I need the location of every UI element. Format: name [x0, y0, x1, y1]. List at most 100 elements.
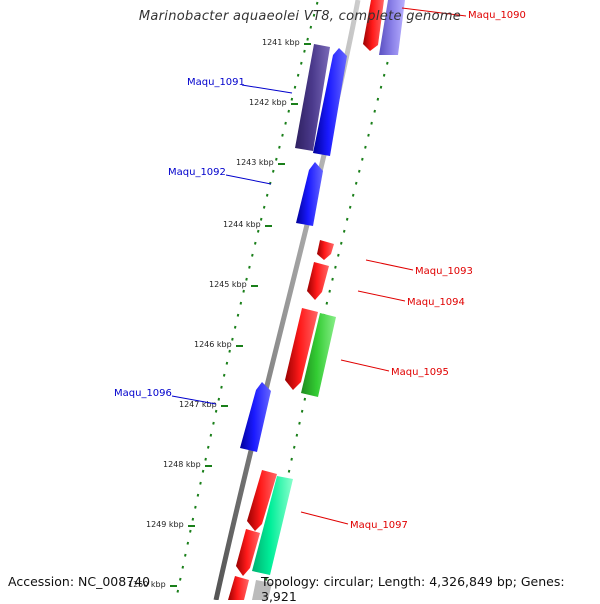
map-title: Marinobacter aquaeolei VT8, complete gen…	[138, 9, 462, 24]
ruler-major-ticks	[170, 43, 311, 587]
outer-tick-mark	[265, 577, 268, 581]
ruler-tick-mark	[309, 25, 313, 29]
ruler-tick-mark	[181, 565, 185, 569]
label-maqu-1097[interactable]: Maqu_1097	[350, 520, 408, 531]
ruler-tick-mark	[262, 205, 266, 209]
ruler-label-1250: 1250 kbp	[128, 580, 166, 589]
outer-tick-mark	[354, 181, 358, 185]
ruler-tick-mark	[254, 241, 257, 245]
gene-maqu-1097-gray[interactable]	[252, 580, 272, 600]
ruler-tick-mark	[186, 541, 190, 545]
outer-tick-mark	[351, 193, 355, 197]
ruler-tick-mark	[214, 409, 218, 413]
ruler-tick-mark	[184, 553, 187, 557]
ruler-tick-mark	[225, 361, 229, 365]
gene-maqu-1095[interactable]	[301, 313, 336, 397]
label-maqu-1092[interactable]: Maqu_1092	[168, 167, 226, 178]
gene-maqu-1097-red-b[interactable]	[236, 529, 260, 576]
ruler-tick-mark	[231, 337, 234, 341]
ruler-tick-mark	[222, 373, 226, 377]
ruler-tick-mark	[220, 385, 223, 389]
gene-maqu-1097[interactable]	[252, 476, 293, 575]
ruler-tick-mark	[293, 85, 297, 89]
gene-maqu-1095-red[interactable]	[285, 308, 318, 390]
label-maqu-1091[interactable]: Maqu_1091	[187, 77, 245, 88]
outer-tick-mark	[292, 445, 296, 449]
ruler-tick-mark	[236, 313, 240, 317]
accession-text: Accession: NC_008740	[8, 574, 151, 589]
gene-maqu-1090[interactable]	[363, 0, 384, 51]
label-maqu-1095[interactable]: Maqu_1095	[391, 367, 449, 378]
ruler-tick-mark	[284, 121, 287, 125]
ruler-tick-mark	[189, 529, 192, 533]
outer-tick-mark	[340, 241, 343, 245]
ruler-tick-mark	[315, 1, 319, 5]
gene-maqu-1093[interactable]	[317, 240, 334, 260]
outer-tick-mark	[300, 409, 304, 413]
gene-features	[228, 0, 405, 600]
ruler-labels: 1241 kbp 1242 kbp 1243 kbp 1244 kbp 1245…	[128, 38, 300, 589]
label-leaders	[171, 7, 467, 525]
gene-maqu-1097-red-c[interactable]	[228, 576, 249, 600]
gene-maqu-1091-dark[interactable]	[295, 44, 330, 151]
outer-tick-mark	[386, 61, 389, 65]
ruler-label-1243: 1243 kbp	[236, 158, 274, 167]
outer-tick-mark	[382, 73, 386, 77]
outer-tick-mark	[303, 397, 307, 401]
ruler-tick-mark	[199, 481, 202, 485]
outer-tick-mark	[376, 97, 380, 101]
outer-tick-mark	[287, 469, 291, 473]
ruler-label-1246: 1246 kbp	[194, 340, 232, 349]
ruler-tick-mark	[287, 109, 290, 113]
outer-tick-mark	[331, 277, 334, 281]
ruler-tick-mark	[281, 133, 284, 137]
ruler-tick-mark	[259, 217, 263, 221]
ruler-label-1249: 1249 kbp	[146, 520, 184, 529]
gene-maqu-1091[interactable]	[313, 48, 347, 156]
outer-tick-mark	[348, 205, 352, 209]
label-maqu-1094[interactable]: Maqu_1094	[407, 297, 465, 308]
ruler-tick-mark	[245, 277, 248, 281]
ruler-tick-mark	[271, 169, 275, 173]
ruler-tick-mark	[233, 325, 237, 329]
ruler-tick-mark	[275, 157, 278, 161]
outer-tick-mark	[373, 109, 376, 113]
label-maqu-1090[interactable]: Maqu_1090	[468, 10, 526, 21]
ruler-tick-mark	[300, 61, 303, 65]
outer-tick-mark	[345, 217, 349, 221]
ruler-tick-mark	[312, 13, 316, 17]
ruler-tick-mark	[242, 289, 245, 293]
ruler-tick-mark	[196, 493, 200, 497]
label-maqu-1093[interactable]: Maqu_1093	[415, 266, 473, 277]
ruler-tick-mark	[290, 97, 294, 101]
ruler-tick-mark	[209, 433, 213, 437]
ruler-tick-mark	[228, 349, 231, 353]
ruler-tick-mark	[303, 49, 306, 53]
outer-tick-mark	[295, 433, 299, 437]
ruler-tick-mark	[176, 589, 180, 593]
label-maqu-1096[interactable]: Maqu_1096	[114, 388, 172, 399]
ruler-label-1245: 1245 kbp	[209, 280, 247, 289]
outer-tick-mark	[367, 133, 370, 137]
outer-tick-mark	[337, 253, 340, 257]
ruler-tick-mark	[251, 253, 254, 257]
gene-maqu-1097-red-a[interactable]	[247, 470, 277, 531]
gene-maqu-1092[interactable]	[296, 162, 323, 226]
ruler-tick-mark	[296, 73, 300, 77]
ruler-tick-mark	[206, 445, 210, 449]
outer-tick-mark	[357, 169, 361, 173]
ruler-tick-mark	[265, 193, 269, 197]
outer-tick-mark	[290, 457, 293, 461]
ruler-tick-mark	[278, 145, 281, 149]
ruler-label-1242: 1242 kbp	[249, 98, 287, 107]
gene-maqu-1090-partner[interactable]	[379, 0, 405, 55]
outer-tick-mark	[361, 157, 364, 161]
gene-maqu-1094[interactable]	[307, 262, 329, 300]
gene-maqu-1096[interactable]	[240, 382, 271, 452]
ruler-tick-mark	[201, 469, 205, 473]
gene-labels: Maqu_1090 Maqu_1091 Maqu_1092 Maqu_1093 …	[114, 10, 526, 531]
ruler-label-1244: 1244 kbp	[223, 220, 261, 229]
ruler-label-1248: 1248 kbp	[163, 460, 201, 469]
outer-tick-mark	[298, 421, 301, 425]
